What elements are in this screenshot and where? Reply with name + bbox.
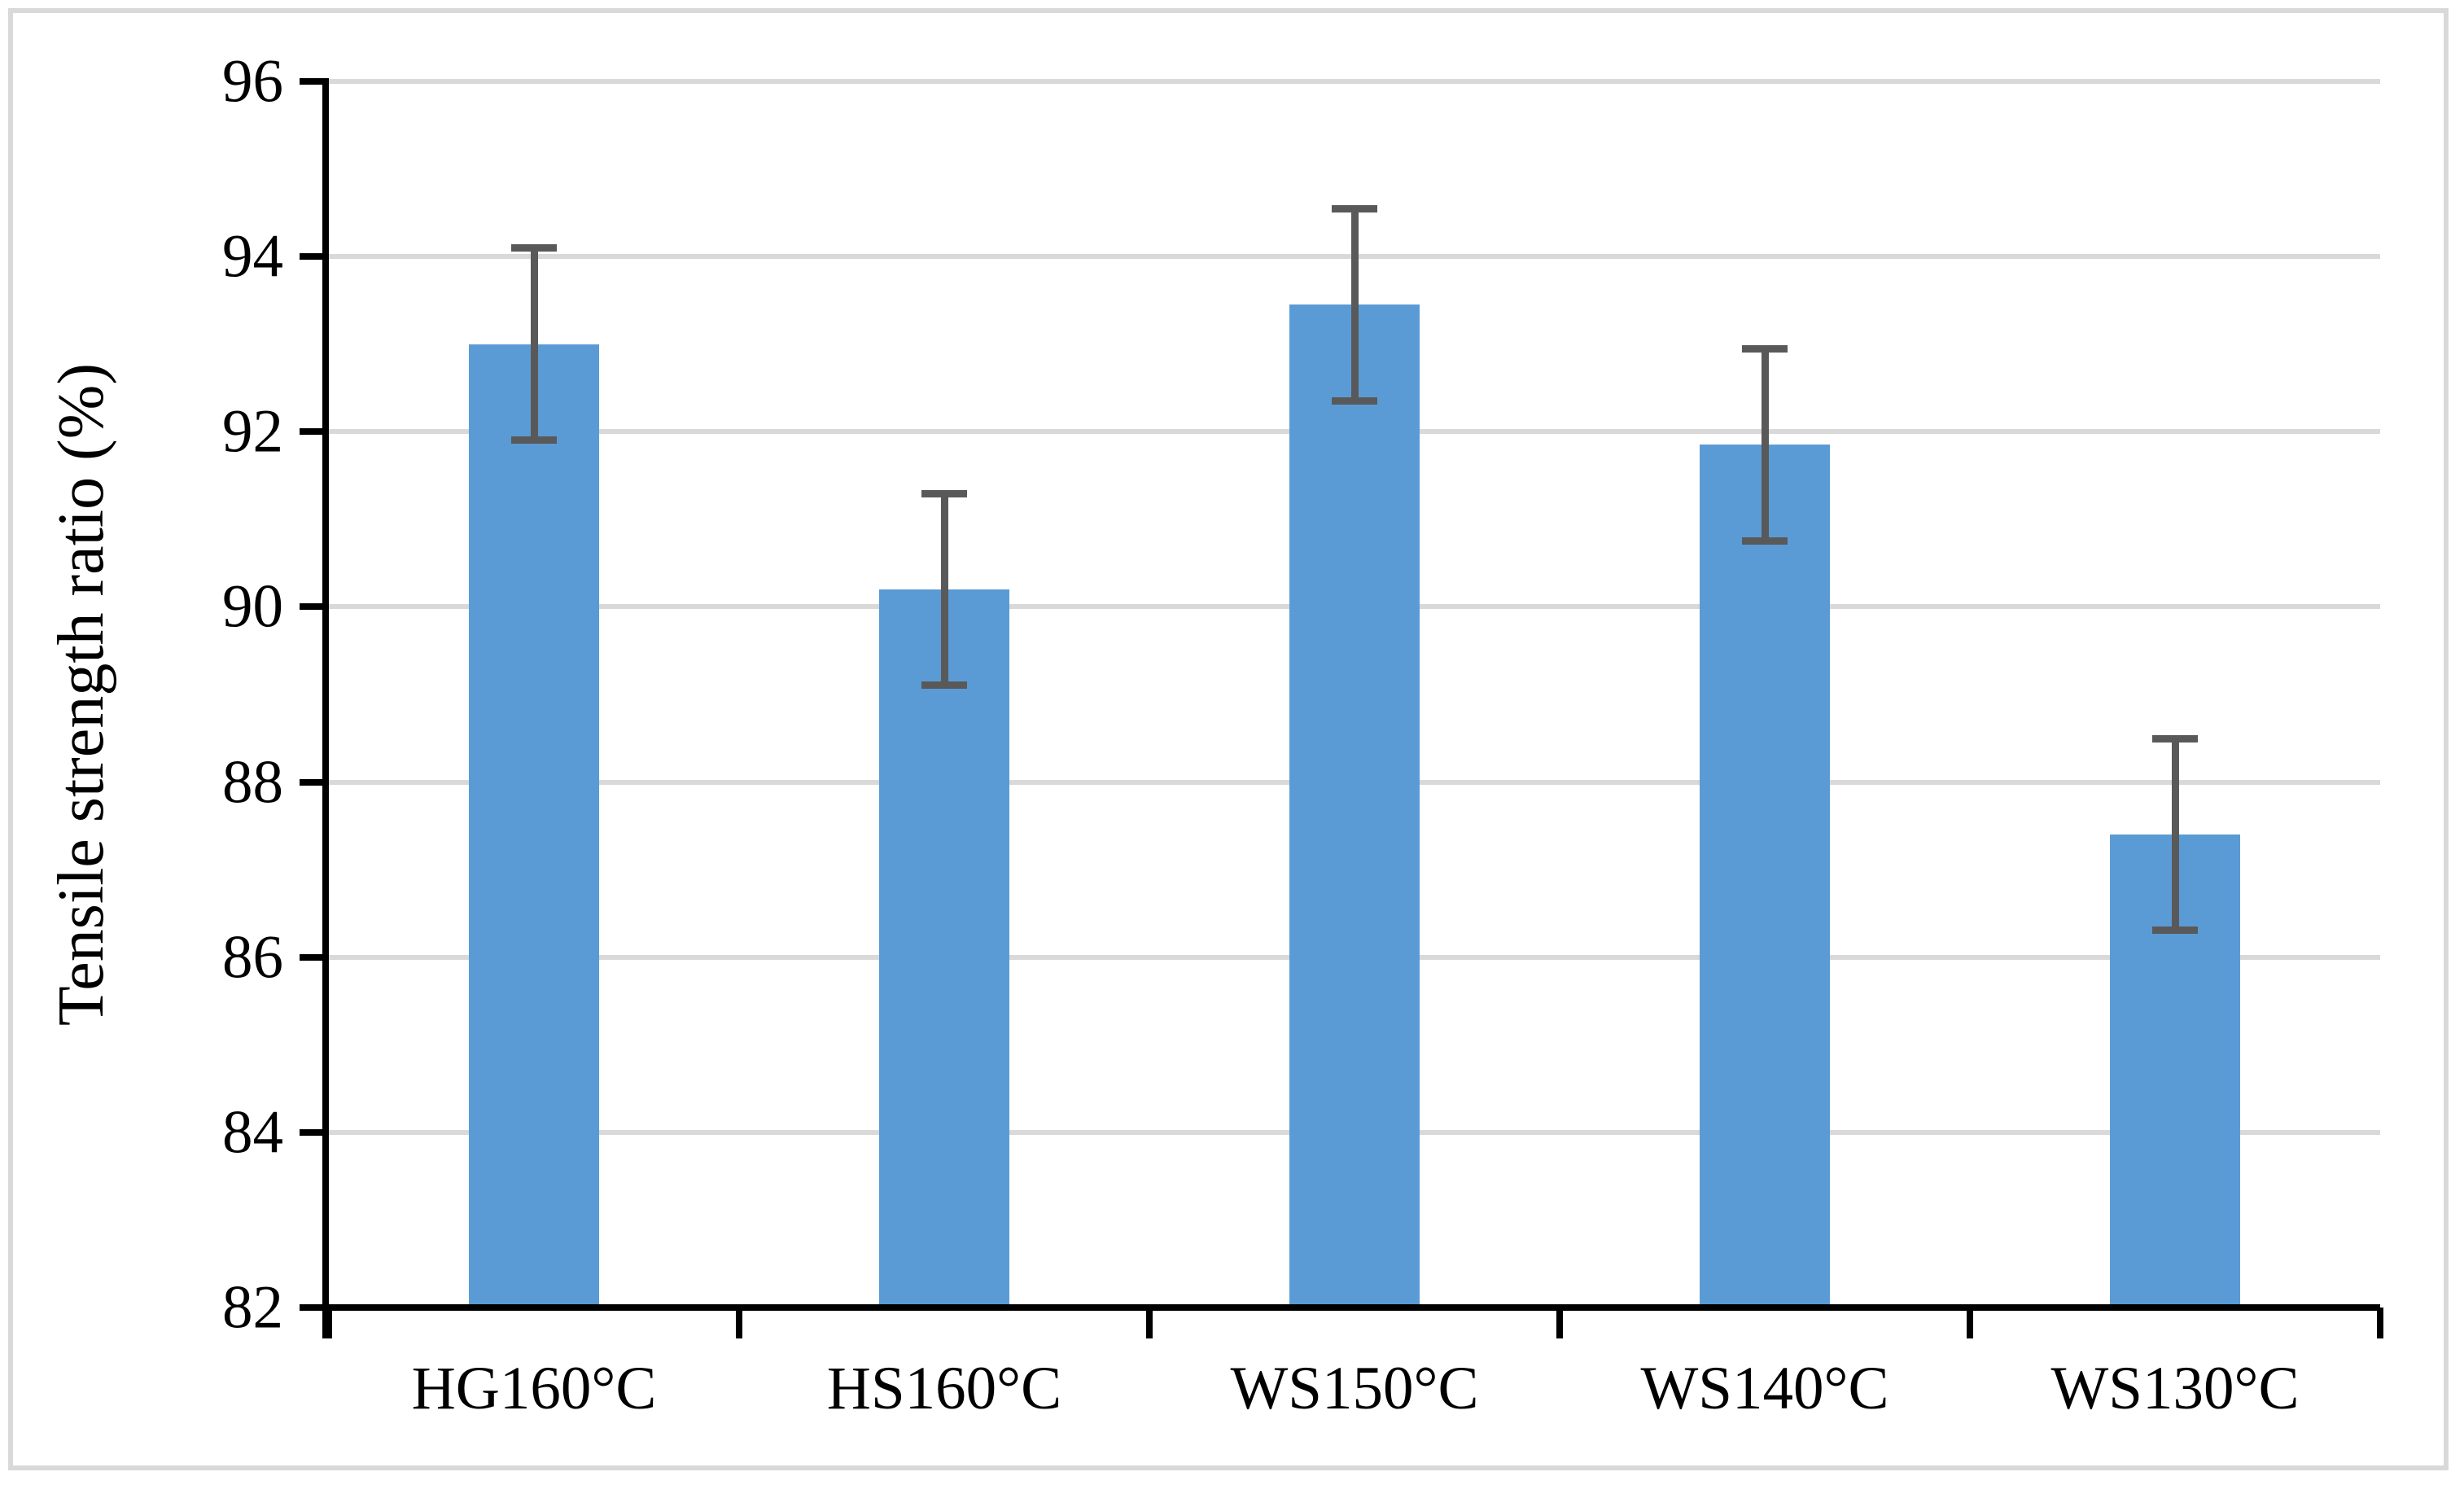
y-tick-label: 96 [222,47,283,116]
y-tick-label: 88 [222,748,283,817]
y-axis-tick [300,778,322,786]
y-tick-label: 92 [222,397,283,466]
error-bar-line [1761,348,1769,541]
error-bar-cap-bottom [2152,926,2198,935]
x-axis-tick [2377,1308,2383,1338]
y-tick-label: 86 [222,923,283,992]
x-category-label: WS140°C [1640,1355,1889,1422]
y-axis-tick [300,428,322,436]
x-axis-tick [736,1308,742,1338]
y-tick-label: 84 [222,1098,283,1167]
figure-border [8,8,2449,1470]
error-bar-cap-top [2152,734,2198,742]
y-axis-tick [300,253,322,261]
x-axis-tick [326,1308,332,1338]
x-category-label: HG160°C [411,1355,657,1422]
y-axis-tick [300,78,322,85]
bar-HG160°C [469,344,599,1308]
y-tick-label: 90 [222,572,283,641]
error-bar-cap-bottom [511,436,557,445]
error-bar-cap-bottom [1742,537,1788,545]
error-bar-line [1350,208,1359,401]
y-axis-tick [300,1128,322,1136]
x-category-label: HS160°C [826,1355,1062,1422]
error-bar-line [940,493,948,686]
x-axis-tick [1967,1308,1973,1338]
y-axis-tick [300,953,322,961]
x-axis-line [322,1304,2380,1311]
gridline [329,79,2380,84]
y-axis-tick [300,1304,322,1311]
y-axis-tick [300,603,322,611]
error-bar-cap-top [1332,204,1377,212]
x-category-label: WS150°C [1230,1355,1479,1422]
y-tick-label: 82 [222,1273,283,1342]
x-axis-tick [1146,1308,1153,1338]
error-bar-cap-top [1742,345,1788,353]
error-bar-line [530,248,538,441]
y-tick-label: 94 [222,222,283,291]
bar-WS150°C [1289,304,1420,1308]
error-bar-line [2171,738,2179,931]
error-bar-cap-bottom [921,681,967,690]
error-bar-cap-top [511,244,557,252]
bar-HS160°C [879,589,1009,1308]
bar-WS140°C [1700,445,1830,1308]
error-bar-cap-top [921,489,967,497]
error-bar-cap-bottom [1332,396,1377,405]
x-axis-tick [1556,1308,1563,1338]
y-axis-line [322,78,329,1338]
x-category-label: WS130°C [2050,1355,2300,1422]
